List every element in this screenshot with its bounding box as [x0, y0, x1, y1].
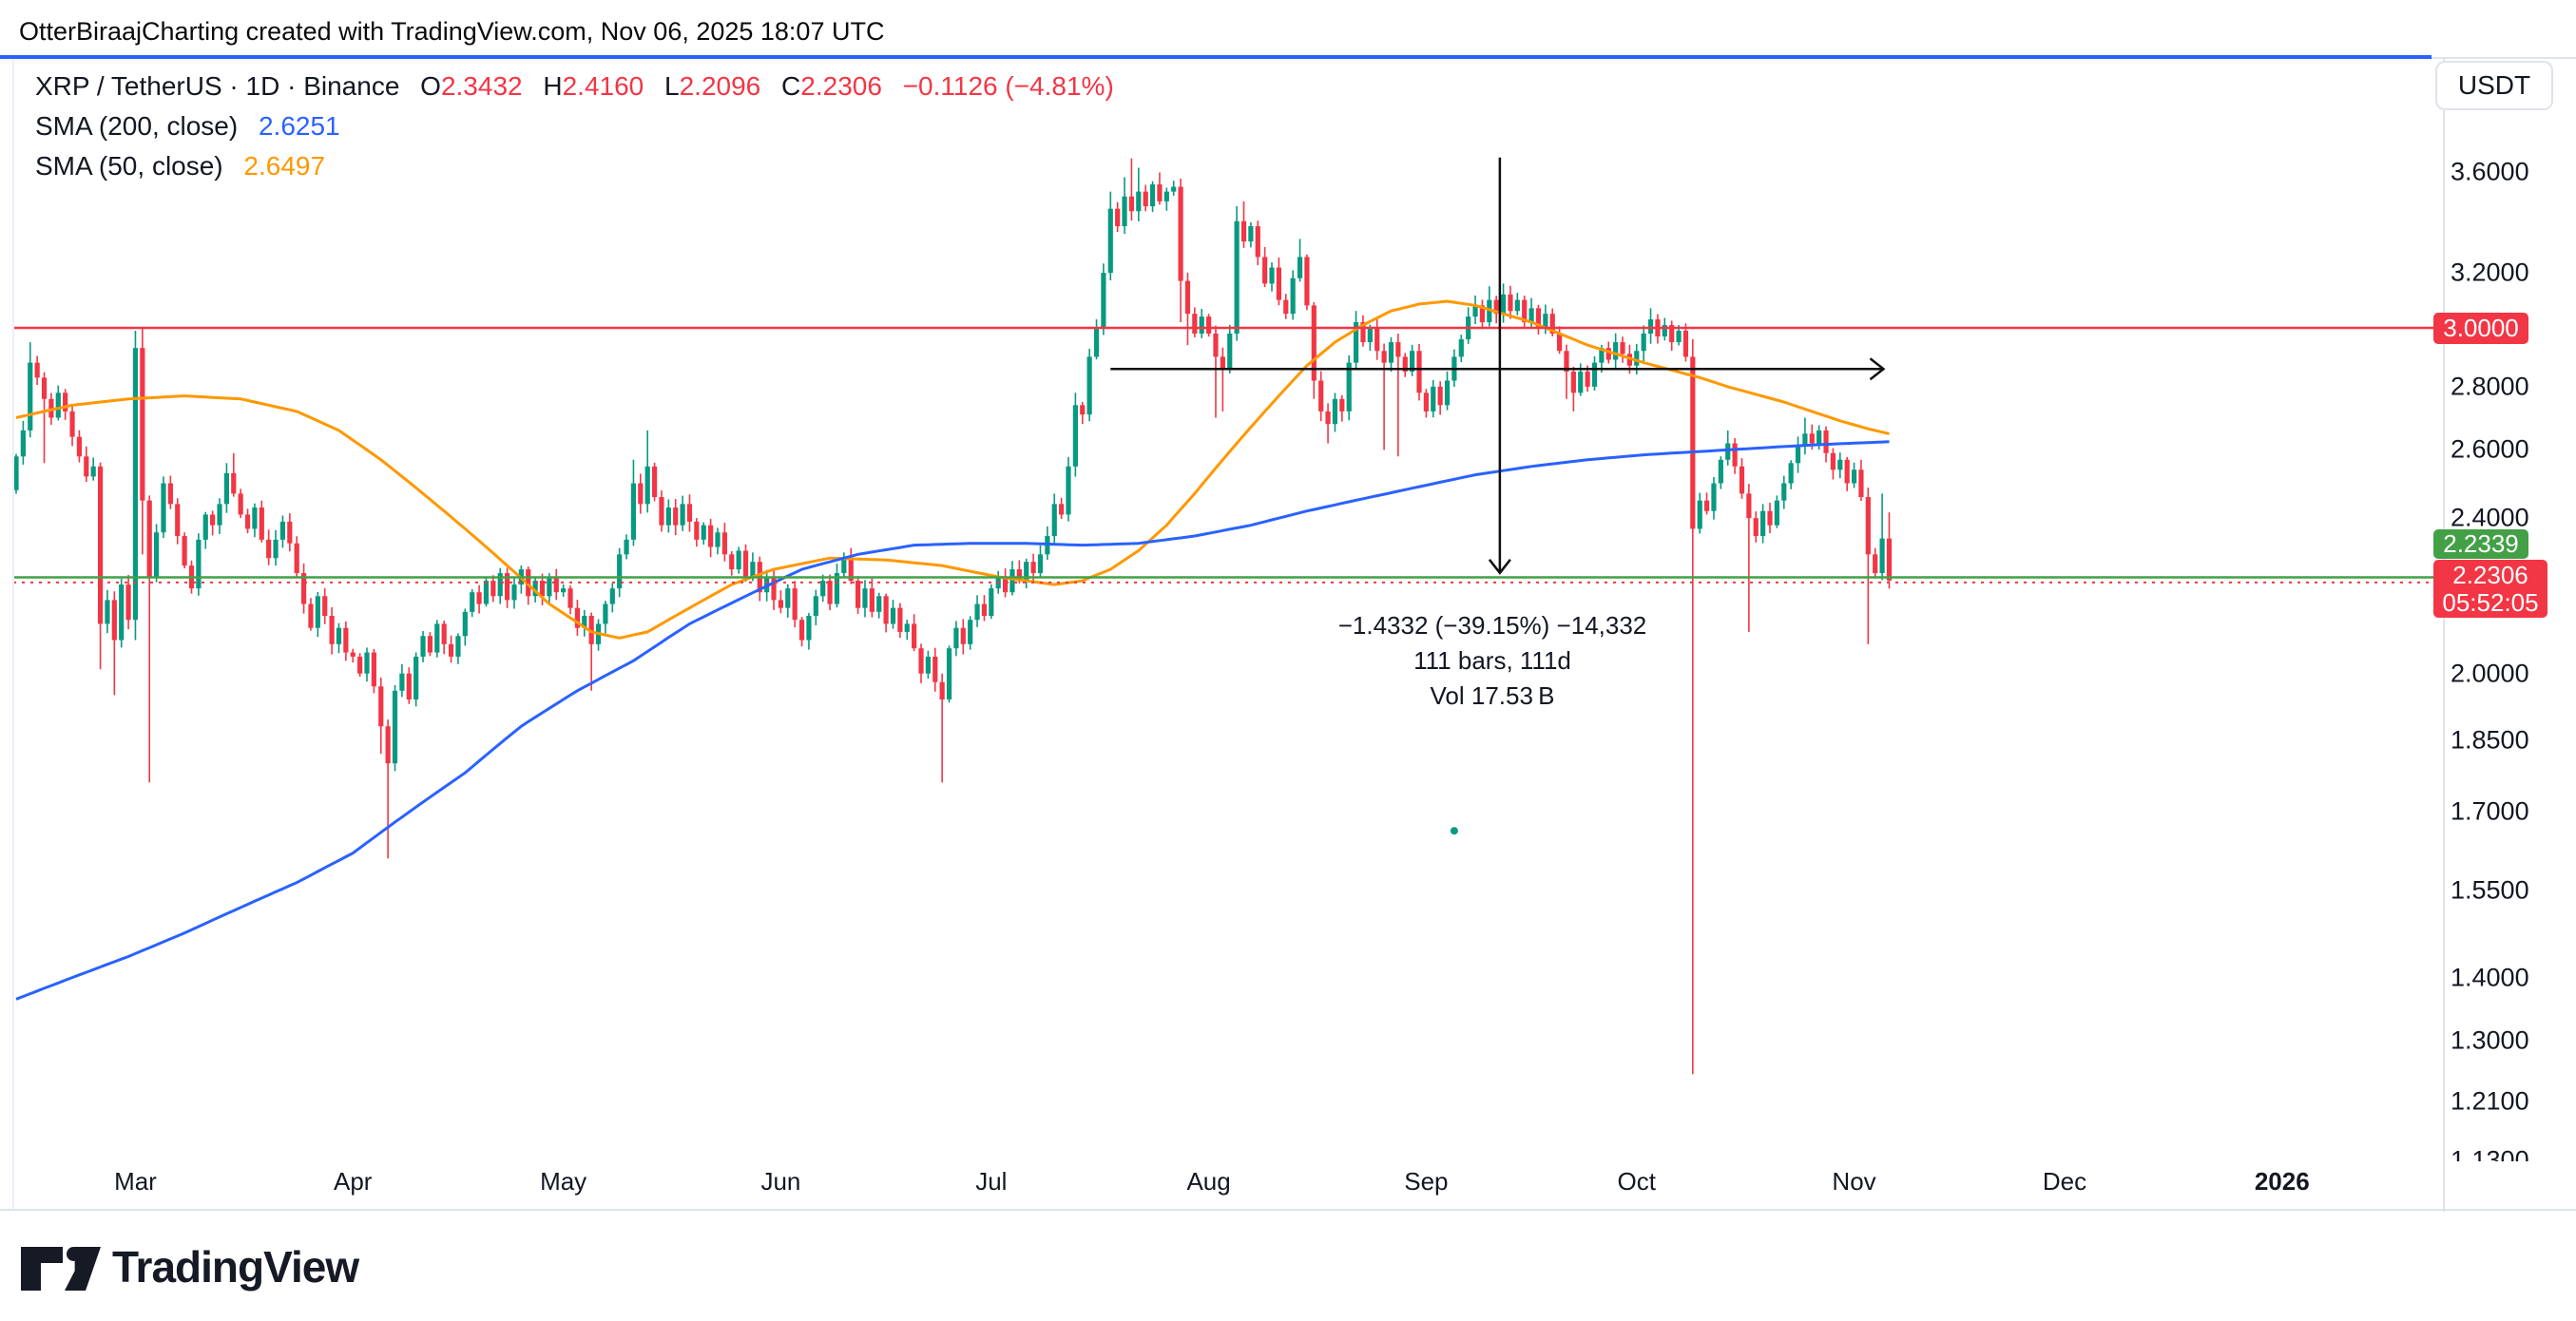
sma200-row[interactable]: SMA (200, close) 2.6251 [35, 106, 1114, 146]
tradingview-logo-icon [21, 1247, 101, 1291]
last-price-badge: 2.2306 05:52:05 [2433, 560, 2547, 618]
open-prefix: O [420, 71, 441, 101]
low-value: 2.2096 [679, 71, 761, 101]
time-axis-label: Oct [1617, 1167, 1656, 1196]
time-axis-label: Aug [1186, 1167, 1231, 1196]
tradingview-logo[interactable]: TradingView [21, 1242, 496, 1302]
top-divider [0, 55, 2432, 59]
open-value: 2.3432 [440, 71, 523, 101]
sma50-value: 2.6497 [243, 151, 326, 181]
price-tick-label: 3.6000 [2451, 157, 2529, 186]
time-axis-label: Jul [975, 1167, 1008, 1196]
price-tick-label: 2.8000 [2451, 372, 2529, 401]
time-axis-label: Apr [334, 1167, 373, 1196]
legend: XRP / TetherUS · 1D · Binance O2.3432 H2… [35, 67, 1114, 186]
time-axis[interactable]: Mar Apr May Jun Jul Aug Sep Oct Nov Dec 2026 [0, 1161, 2576, 1209]
high-value: 2.4160 [562, 71, 644, 101]
time-axis-label: Mar [114, 1167, 157, 1196]
measure-price-change: −1.4332 (−39.15%) −14,332 [1337, 611, 1647, 640]
candles-layer [13, 158, 1893, 1075]
sma50-row[interactable]: SMA (50, close) 2.6497 [35, 146, 1114, 186]
high-prefix: H [543, 71, 563, 101]
time-axis-label: Jun [760, 1167, 801, 1196]
time-axis-label: 2026 [2254, 1167, 2310, 1196]
plot-area [13, 157, 2443, 1075]
interval-label[interactable]: 1D [245, 71, 280, 101]
price-tick-label: 1.8500 [2451, 725, 2529, 755]
price-tick-label: 1.7000 [2451, 796, 2529, 826]
resistance-price-badge: 3.0000 [2433, 313, 2528, 344]
price-tick-label: 1.5500 [2451, 875, 2529, 905]
price-tick-label: 2.0000 [2451, 659, 2529, 688]
tradingview-logo-text: TradingView [112, 1242, 359, 1292]
sma200-line [15, 440, 1890, 1001]
bar-countdown: 05:52:05 [2442, 587, 2539, 617]
symbol-title[interactable]: XRP / TetherUS [35, 71, 222, 101]
exchange-label: Binance [303, 71, 400, 101]
low-prefix: L [664, 71, 680, 101]
dot-marker [1450, 827, 1458, 835]
price-tick-label: 1.1300 [2451, 1145, 2529, 1161]
chart-bottom-border [0, 1209, 2576, 1211]
time-axis-label: Sep [1404, 1167, 1449, 1196]
measure-arrows [1110, 157, 1886, 575]
symbol-row[interactable]: XRP / TetherUS · 1D · Binance O2.3432 H2… [35, 71, 1114, 101]
sma200-value: 2.6251 [258, 111, 340, 141]
last-price-value: 2.2306 [2452, 560, 2528, 589]
measure-volume: Vol 17.53 B [1430, 681, 1555, 710]
change-value: −0.1126 (−4.81%) [902, 71, 1114, 101]
measure-tool-label[interactable]: −1.4332 (−39.15%) −14,332 111 bars, 111d… [1302, 608, 1682, 714]
attribution-text: OtterBiraajCharting created with Trading… [19, 17, 885, 46]
sma50-label[interactable]: SMA (50, close) [35, 151, 223, 181]
price-axis-border [2443, 59, 2445, 1212]
time-axis-label: Nov [1832, 1167, 1876, 1196]
support-price-badge: 2.2339 [2433, 529, 2528, 559]
price-tick-label: 2.6000 [2451, 434, 2529, 464]
measure-bar-count: 111 bars, 111d [1413, 646, 1571, 675]
attribution-bar: OtterBiraajCharting created with Trading… [0, 0, 2576, 55]
sma200-label[interactable]: SMA (200, close) [35, 111, 239, 141]
time-axis-label: May [540, 1167, 587, 1196]
price-tick-label: 1.3000 [2451, 1025, 2529, 1055]
plot-left-border [12, 59, 14, 1209]
price-axis[interactable]: 3.6000 3.2000 2.8000 2.6000 2.4000 2.0000 1.85… [2445, 59, 2576, 1161]
price-tick-label: 2.4000 [2451, 503, 2529, 532]
close-value: 2.2306 [800, 71, 882, 101]
close-prefix: C [781, 71, 801, 101]
price-tick-label: 1.4000 [2451, 963, 2529, 992]
price-tick-label: 3.2000 [2451, 258, 2529, 287]
axis-top-hairline [2432, 57, 2576, 59]
currency-toggle-button[interactable]: USDT [2435, 61, 2553, 110]
sma50-line [15, 299, 1890, 640]
time-axis-label: Dec [2042, 1167, 2087, 1196]
price-tick-label: 1.2100 [2451, 1086, 2529, 1116]
